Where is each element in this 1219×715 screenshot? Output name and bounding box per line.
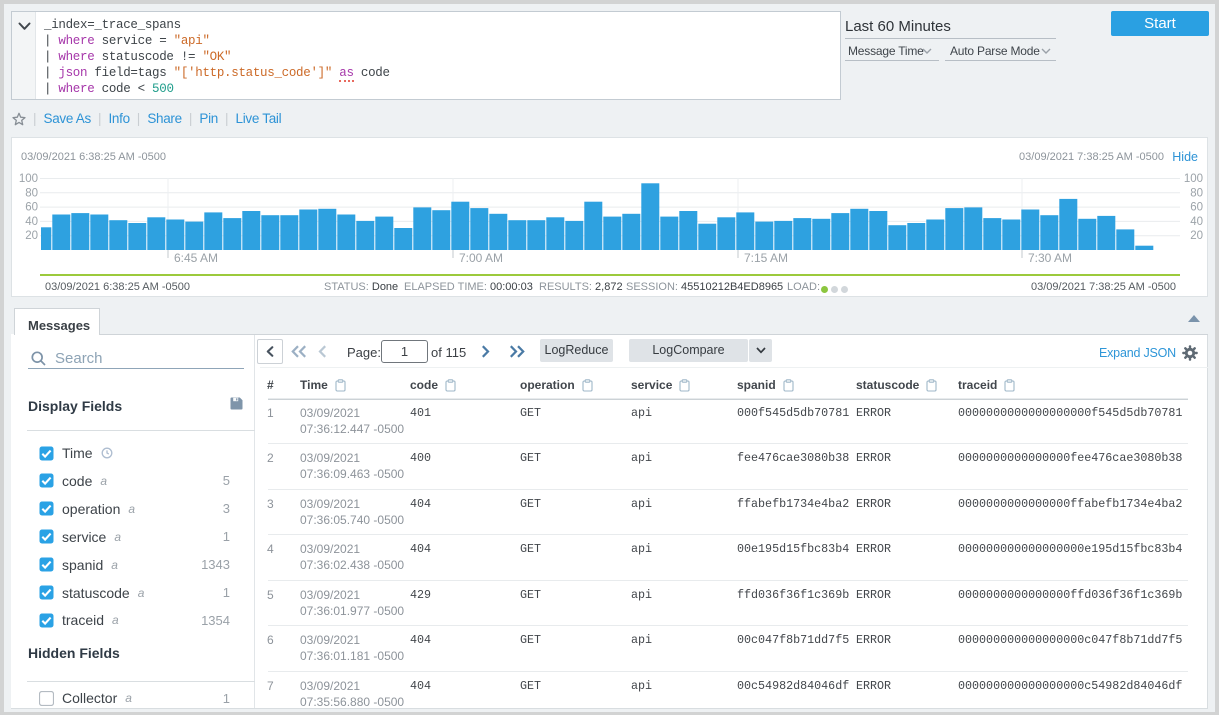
svg-text:60: 60 [25,202,38,214]
svg-text:40: 40 [25,216,38,228]
svg-text:20: 20 [1190,230,1203,242]
svg-text:80: 80 [25,187,38,199]
svg-text:100: 100 [1184,173,1203,185]
svg-text:7:00 AM: 7:00 AM [459,251,503,265]
svg-text:100: 100 [19,173,38,185]
svg-text:6:45 AM: 6:45 AM [174,251,218,265]
svg-text:7:15 AM: 7:15 AM [744,251,788,265]
svg-text:60: 60 [1190,202,1203,214]
svg-text:7:30 AM: 7:30 AM [1028,251,1072,265]
svg-text:80: 80 [1190,187,1203,199]
svg-text:40: 40 [1190,216,1203,228]
svg-text:20: 20 [25,230,38,242]
